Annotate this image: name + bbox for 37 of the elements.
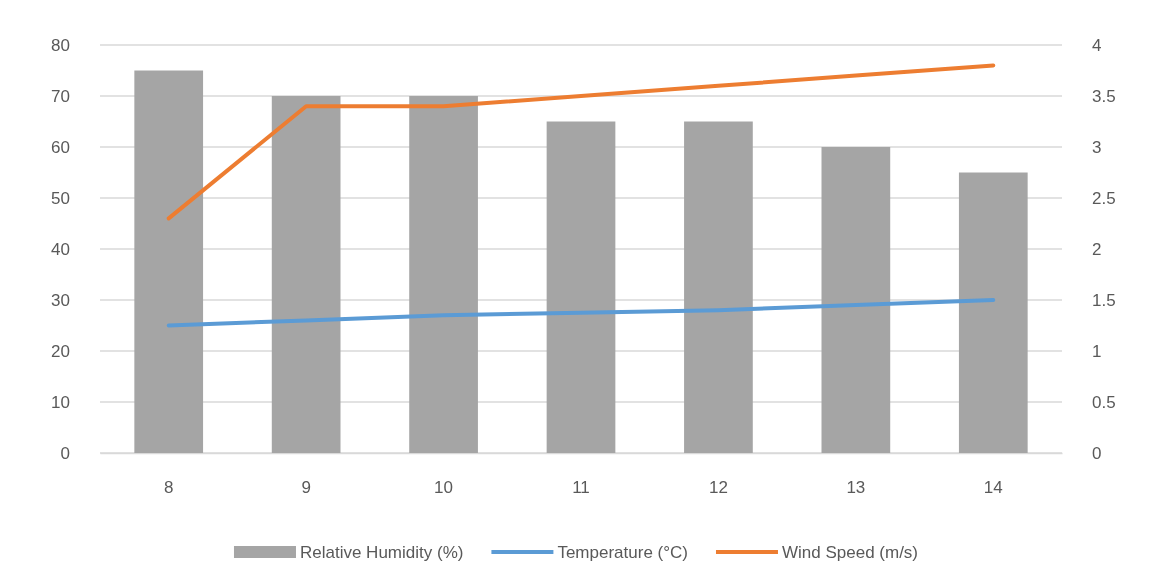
y-tick-label: 80 <box>51 35 70 55</box>
legend-label: Relative Humidity (%) <box>299 543 464 562</box>
y-tick-label: 30 <box>51 290 70 310</box>
x-tick-label: 12 <box>708 478 728 498</box>
line-series <box>166 63 996 221</box>
y-tick-label: 20 <box>51 341 70 361</box>
x-tick-label: 11 <box>572 478 590 498</box>
y-tick-label: 70 <box>51 86 70 106</box>
y2-tick-label: 1.5 <box>1092 290 1116 310</box>
y-tick-label: 40 <box>51 239 70 259</box>
x-tick-label: 10 <box>434 478 454 498</box>
bar <box>134 70 204 453</box>
bar <box>271 96 341 453</box>
x-tick-label: 8 <box>163 478 174 498</box>
bar <box>684 121 753 453</box>
y2-tick-label: 2.5 <box>1092 188 1116 208</box>
y2-tick-label: 1 <box>1092 341 1102 361</box>
y-tick-label: 0 <box>60 443 70 463</box>
y2-tick-label: 4 <box>1092 35 1102 55</box>
y2-tick-label: 3 <box>1092 137 1102 157</box>
legend-label: Temperature (°C) <box>557 543 688 562</box>
y2-tick-label: 0.5 <box>1092 392 1116 412</box>
y-tick-label: 60 <box>51 137 70 157</box>
bar <box>546 121 616 453</box>
y-tick-label: 10 <box>51 392 70 412</box>
bar <box>409 96 478 453</box>
y2-tick-label: 3.5 <box>1092 86 1116 106</box>
bar <box>958 172 1028 453</box>
x-tick-label: 14 <box>983 478 1003 498</box>
y2-tick-label: 0 <box>1092 443 1102 463</box>
legend-label: Wind Speed (m/s) <box>781 543 919 562</box>
line-series <box>166 298 996 328</box>
x-tick-label: 13 <box>846 478 866 498</box>
x-tick-label: 9 <box>301 478 311 498</box>
bar <box>821 147 891 453</box>
y-tick-label: 50 <box>51 188 70 208</box>
y2-tick-label: 2 <box>1092 239 1102 259</box>
